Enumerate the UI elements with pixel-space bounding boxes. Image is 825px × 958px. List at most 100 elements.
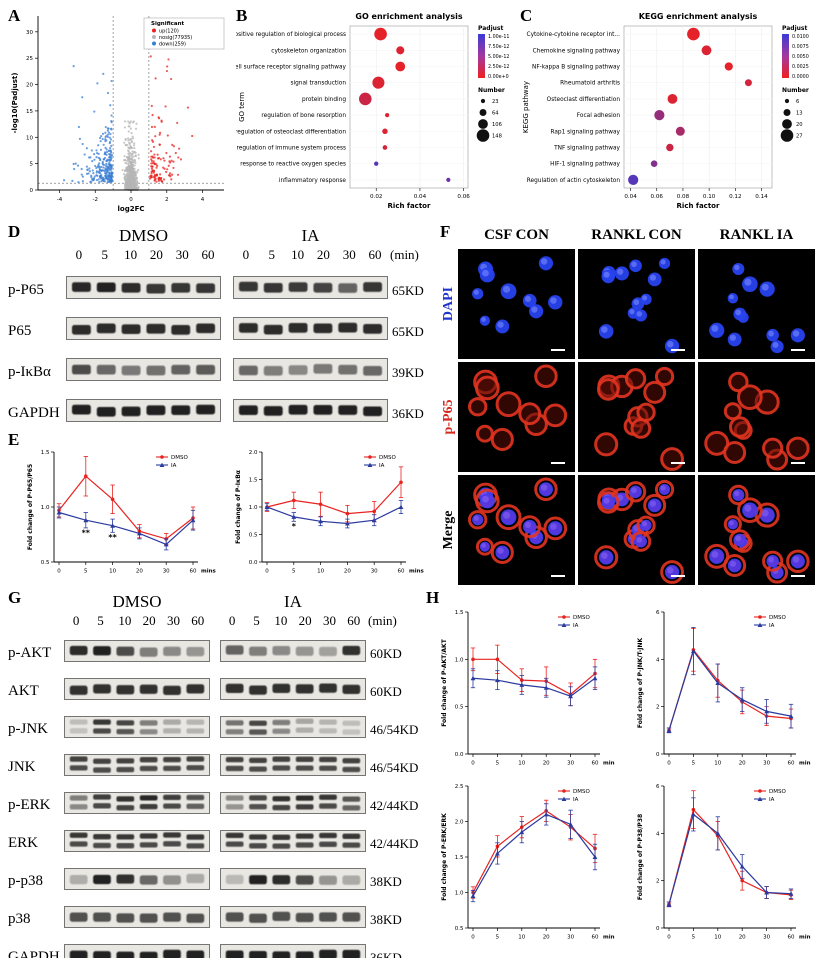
svg-text:response to reactive oxygen sp: response to reactive oxygen species	[240, 162, 346, 168]
panel-G: G DMSO IA 0 5 10 20 30 60 0 5 10 20 30 60 (min) p-AKT 60…	[8, 588, 420, 958]
svg-text:0.0075: 0.0075	[792, 44, 809, 50]
blot-group-header: DMSO IA	[66, 226, 388, 246]
erk-fold-change-chart: 0.5 1.0 1.5 2.0 2.5 0 5 10 20 30 60 min Fold change …	[438, 778, 626, 948]
svg-text:*: *	[292, 522, 297, 531]
svg-text:Fold change of P-JNK/T-JNK: Fold change of P-JNK/T-JNK	[637, 637, 644, 728]
if-cell-Merge-2	[698, 475, 815, 585]
linechart-svg: 0.5 1.0 1.5 0 5 10 20 30 60 mins Fold change of P-…	[27, 450, 217, 575]
svg-text:KEGG pathway: KEGG pathway	[522, 81, 530, 133]
svg-text:nosig(77935): nosig(77935)	[159, 35, 192, 41]
kd-label: 38KD	[370, 912, 402, 927]
svg-text:25: 25	[26, 56, 33, 62]
lane-time: 5	[97, 613, 104, 628]
kd-label: 60KD	[370, 646, 402, 661]
svg-text:0.0100: 0.0100	[792, 34, 809, 40]
lane-time: 0	[242, 247, 250, 262]
svg-text:Number: Number	[478, 87, 505, 94]
svg-text:Focal adhesion: Focal adhesion	[577, 113, 621, 119]
svg-text:30: 30	[163, 569, 170, 575]
svg-text:5: 5	[292, 569, 296, 575]
svg-text:20: 20	[543, 761, 550, 767]
kd-label: 42/44KD	[370, 836, 419, 851]
svg-text:0.04: 0.04	[624, 194, 637, 200]
svg-text:inflammatory response: inflammatory response	[279, 178, 347, 184]
svg-text:0: 0	[471, 761, 475, 767]
svg-text:30: 30	[567, 761, 574, 767]
svg-text:up(120): up(120)	[159, 29, 179, 35]
svg-text:Rheumatoid arthritis: Rheumatoid arthritis	[560, 81, 620, 87]
svg-text:KEGG enrichment analysis: KEGG enrichment analysis	[639, 12, 758, 21]
svg-text:10: 10	[714, 761, 721, 767]
lane-time: 60	[368, 247, 382, 262]
svg-text:0.08: 0.08	[677, 194, 690, 200]
if-cell-DAPI-1	[578, 249, 695, 359]
dotplot-svg: KEGG enrichment analysis 0.04 0.06 0.08 0.10…	[522, 12, 809, 210]
akt-fold-change-chart: 0.0 0.5 1.0 1.5 0 5 10 20 30 60 min Fold change of …	[438, 604, 626, 774]
blot-strip-p-ERK	[64, 792, 366, 814]
group-label-DMSO: DMSO	[118, 226, 169, 245]
svg-text:10: 10	[714, 935, 721, 941]
if-cell-Merge-1	[578, 475, 695, 585]
svg-text:0.02: 0.02	[370, 194, 382, 200]
svg-text:IA: IA	[573, 623, 579, 629]
svg-text:0: 0	[667, 935, 671, 941]
if-cell-Merge-0	[458, 475, 575, 585]
svg-text:20: 20	[136, 569, 143, 575]
dotplot-svg: GO enrichment analysis 0.02 0.04 0.06 positi…	[231, 12, 510, 210]
svg-text:0.10: 0.10	[703, 194, 716, 200]
svg-text:30: 30	[763, 761, 770, 767]
svg-text:5: 5	[84, 569, 88, 575]
time-row: 0 5 10 20 30 60 0 5 10 20 30 60	[66, 246, 388, 263]
dotplot-legend: Padjust 0.0100 0.0075 0.0050 0.0025 0.0000 Num…	[780, 25, 809, 142]
svg-text:min: min	[799, 935, 811, 941]
svg-text:Number: Number	[782, 87, 809, 94]
svg-text:60: 60	[788, 761, 795, 767]
svg-text:1.5: 1.5	[455, 610, 464, 616]
svg-text:10: 10	[109, 569, 116, 575]
svg-text:protein binding: protein binding	[302, 97, 346, 103]
svg-text:DMSO: DMSO	[769, 615, 786, 621]
if-cell-p-P65-1	[578, 362, 695, 472]
svg-text:20: 20	[739, 761, 746, 767]
svg-text:2.0: 2.0	[455, 820, 464, 826]
if-column-header: RANKL CON	[591, 227, 682, 243]
blot-strip-p38	[64, 906, 366, 928]
blot-row-label: p38	[8, 911, 31, 927]
svg-text:60: 60	[592, 935, 599, 941]
mapk-quantification-charts: 0.0 0.5 1.0 1.5 0 5 10 20 30 60 min Fold change of …	[438, 604, 822, 948]
svg-text:106: 106	[492, 122, 502, 128]
svg-text:5: 5	[496, 761, 500, 767]
if-row-Merge: Merge	[440, 475, 822, 585]
kd-label: 38KD	[370, 874, 402, 889]
svg-text:**: **	[108, 533, 117, 542]
svg-text:signal transduction: signal transduction	[290, 81, 346, 87]
svg-text:0.00e+0: 0.00e+0	[488, 74, 509, 80]
svg-text:0: 0	[667, 761, 671, 767]
svg-text:64: 64	[492, 111, 499, 117]
kd-label: 42/44KD	[370, 798, 419, 813]
svg-text:20: 20	[26, 83, 33, 89]
panel-F-label: F	[440, 222, 451, 241]
svg-text:**: **	[82, 529, 91, 538]
volcano-legend: Significant up(120)nosig(77935)down(259)	[143, 17, 225, 50]
svg-text:10: 10	[317, 569, 324, 575]
blot-row-label: GAPDH	[8, 404, 60, 421]
blot-strip-p-AKT	[64, 640, 366, 662]
svg-text:4: 4	[656, 657, 660, 663]
if-cell-p-P65-2	[698, 362, 815, 472]
kd-label: 36KD	[392, 405, 424, 421]
svg-text:0.12: 0.12	[729, 194, 741, 200]
if-column-header: RANKL IA	[719, 227, 794, 243]
svg-text:cell surface receptor signalin: cell surface receptor signaling pathway	[236, 65, 347, 71]
panel-F: F CSF CON RANKL CON RANKL IA DAPI p-P65 Merge	[440, 222, 822, 586]
svg-text:Fold change of P-AKT/AKT: Fold change of P-AKT/AKT	[441, 638, 448, 726]
ikba-fold-change-chart: 0.0 0.5 1.0 1.5 2.0 0 5 10 20 30 60 mins Fold change…	[232, 444, 432, 582]
blot-strip-GAPDH	[64, 944, 366, 958]
svg-text:0.14: 0.14	[755, 194, 768, 200]
if-row-label-Merge: Merge	[441, 510, 456, 550]
blot-strip-p-P65	[66, 276, 388, 299]
chart-legend: DMSO IA	[558, 789, 590, 803]
svg-text:IA: IA	[379, 463, 385, 469]
lane-time: 20	[316, 247, 330, 262]
